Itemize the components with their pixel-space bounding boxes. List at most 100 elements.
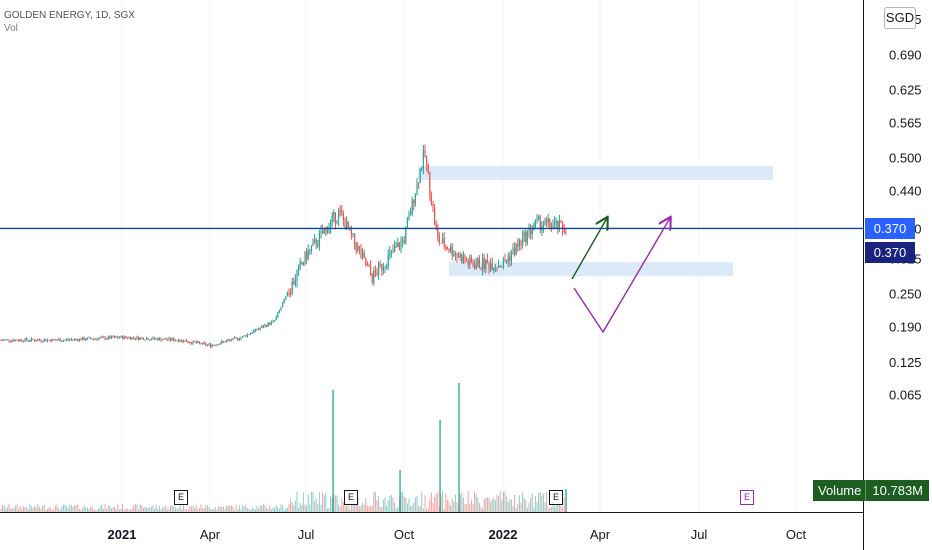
earnings-marker[interactable]: E bbox=[344, 490, 358, 505]
volume-bar bbox=[5, 508, 7, 512]
volume-bar bbox=[243, 506, 245, 512]
time-axis[interactable]: 2021 Apr Jul Oct 2022 Apr Jul Oct bbox=[0, 512, 863, 550]
candle-body bbox=[136, 336, 138, 339]
candle-body bbox=[446, 246, 448, 250]
bullish-arrow[interactable] bbox=[571, 218, 607, 280]
candle-body bbox=[528, 227, 530, 232]
volume-bar bbox=[234, 509, 236, 512]
volume-bar bbox=[387, 500, 389, 512]
volume-bar bbox=[563, 497, 565, 512]
volume-bar bbox=[83, 505, 85, 512]
candle-body bbox=[77, 339, 79, 341]
price-chart[interactable] bbox=[0, 0, 863, 512]
candle-body bbox=[246, 334, 248, 337]
candle-body bbox=[61, 341, 63, 343]
candle-body bbox=[546, 219, 548, 222]
volume-bar bbox=[64, 504, 66, 512]
projection-arrows[interactable] bbox=[571, 218, 670, 334]
candle-body bbox=[216, 344, 218, 346]
candle-body bbox=[258, 329, 260, 331]
candle-body bbox=[421, 167, 423, 170]
volume-spike bbox=[332, 390, 334, 512]
candle-body bbox=[101, 336, 103, 338]
candle-body bbox=[438, 237, 440, 243]
candle-body bbox=[523, 231, 525, 237]
volume-bar bbox=[138, 509, 140, 512]
candle-body bbox=[510, 253, 512, 261]
volume-bar bbox=[114, 506, 116, 512]
price-zone[interactable] bbox=[449, 262, 733, 277]
candle-body bbox=[296, 271, 298, 281]
x-tick-label: 2022 bbox=[489, 527, 518, 542]
candle-body bbox=[304, 251, 306, 264]
price-axis[interactable]: 0.7550.6900.6250.5650.5000.4400.3700.315… bbox=[863, 0, 932, 550]
volume-bar bbox=[523, 498, 525, 512]
volume-bars bbox=[0, 383, 567, 512]
volume-bar bbox=[88, 509, 90, 512]
volume-bar bbox=[432, 502, 434, 512]
candle-body bbox=[211, 344, 213, 347]
candle-body bbox=[109, 336, 111, 339]
candle-body bbox=[134, 338, 136, 340]
volume-bar bbox=[422, 508, 424, 512]
candle-body bbox=[240, 337, 242, 340]
volume-bar bbox=[280, 504, 282, 512]
candle-body bbox=[370, 266, 372, 275]
candle-body bbox=[85, 339, 87, 341]
candle-body bbox=[410, 213, 412, 215]
candle-body bbox=[82, 337, 84, 341]
volume-bar bbox=[507, 501, 509, 512]
volume-bar bbox=[16, 504, 18, 512]
volume-bar bbox=[493, 497, 495, 512]
volume-bar bbox=[125, 508, 127, 512]
earnings-marker[interactable]: E bbox=[740, 490, 754, 505]
candle-body bbox=[274, 320, 276, 322]
currency-badge[interactable]: SGD bbox=[884, 7, 916, 29]
candle-body bbox=[11, 340, 13, 342]
volume-bar bbox=[158, 505, 160, 512]
volume-bar bbox=[26, 507, 28, 512]
candle-body bbox=[291, 281, 293, 294]
candle-body bbox=[390, 250, 392, 253]
volume-bar bbox=[69, 504, 71, 512]
candle-body bbox=[0, 339, 2, 341]
candle-body bbox=[317, 245, 319, 247]
earnings-marker[interactable]: E bbox=[174, 490, 188, 505]
candle-body bbox=[8, 339, 10, 342]
volume-bar bbox=[19, 506, 21, 512]
volume-bar bbox=[174, 507, 176, 512]
candle-body bbox=[238, 339, 240, 341]
candle-body bbox=[19, 339, 21, 341]
pullback-arrow[interactable] bbox=[573, 218, 670, 334]
candle-body bbox=[208, 344, 210, 346]
candle-body bbox=[195, 341, 197, 343]
volume-bar bbox=[30, 506, 32, 512]
y-tick-label: 0.125 bbox=[889, 355, 922, 370]
candle-body bbox=[323, 229, 325, 234]
candle-body bbox=[203, 342, 205, 344]
candle-body bbox=[334, 212, 336, 224]
volume-bar bbox=[85, 507, 87, 512]
candle-body bbox=[86, 337, 88, 340]
candle-body bbox=[314, 239, 316, 242]
volume-bar bbox=[106, 509, 108, 512]
candle-body bbox=[43, 339, 45, 342]
volume-bar bbox=[474, 491, 476, 512]
volume-bar bbox=[171, 505, 173, 512]
volume-bar bbox=[179, 505, 181, 512]
candle-body bbox=[333, 212, 335, 216]
candle-body bbox=[226, 340, 228, 343]
candle-body bbox=[122, 336, 124, 339]
candle-body bbox=[451, 246, 453, 256]
volume-bar bbox=[62, 504, 64, 512]
candle-body bbox=[350, 227, 352, 235]
candle-body bbox=[515, 243, 517, 255]
volume-bar bbox=[283, 509, 285, 512]
price-zone[interactable] bbox=[418, 165, 773, 180]
volume-bar bbox=[426, 508, 428, 512]
volume-bar bbox=[539, 491, 541, 512]
earnings-marker[interactable]: E bbox=[549, 490, 563, 505]
candle-body bbox=[243, 335, 245, 337]
candle-body bbox=[477, 258, 479, 265]
candle-body bbox=[389, 252, 391, 256]
